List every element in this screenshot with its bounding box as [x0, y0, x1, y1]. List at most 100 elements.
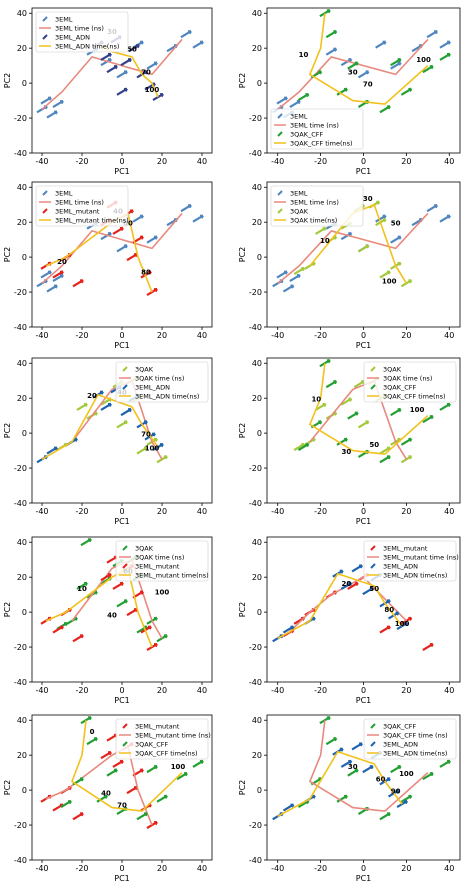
legend-marker — [370, 384, 376, 390]
time-annotation: 10 — [320, 237, 330, 245]
x-tick-label: 40 — [197, 507, 207, 516]
time-line — [41, 212, 183, 284]
arrow-point — [379, 812, 391, 821]
arrow-point — [80, 538, 92, 547]
arrow-point — [46, 110, 58, 119]
arrow-point — [390, 408, 402, 417]
time-line — [277, 750, 403, 818]
arrow-point — [375, 40, 387, 49]
arrow-point — [357, 70, 370, 79]
arrow-point — [362, 765, 374, 774]
y-tick-label: 20 — [252, 394, 262, 403]
arrow-point — [112, 581, 124, 590]
y-tick-label: 40 — [17, 716, 27, 725]
x-tick-label: 40 — [197, 686, 207, 695]
arrow-point — [289, 99, 301, 109]
y-tick-label: 0 — [257, 786, 262, 795]
x-tick-label: 0 — [119, 507, 124, 516]
arrow-point — [276, 96, 288, 105]
y-tick-label: -20 — [14, 464, 27, 473]
arrow-point — [439, 214, 451, 223]
y-tick-label: -20 — [249, 643, 262, 652]
time-annotation: 80 — [141, 269, 151, 277]
arrow-point — [390, 765, 402, 774]
legend-label: 3EML_mutant time(ns) — [55, 216, 129, 224]
legend-marker — [277, 131, 283, 137]
time-annotation: 20 — [341, 580, 351, 588]
arrow-point — [40, 270, 52, 279]
arrow-point — [297, 92, 310, 102]
arrow-point — [336, 794, 348, 803]
x-tick-label: 0 — [361, 864, 366, 873]
time-line — [308, 363, 429, 455]
legend-label: 3QAK time (ns) — [135, 374, 184, 382]
time-annotation: 50 — [127, 46, 137, 54]
arrow-point — [315, 402, 327, 411]
legend-label: 3EML_mutant — [383, 544, 428, 552]
x-tick-label: 40 — [444, 686, 454, 695]
panel: 0 40 70 100 -40 -20 0 20 40 -40 -20 0 20 40 PC1 PC2 3EML… — [3, 714, 213, 883]
arrow-point — [357, 244, 370, 253]
x-axis-label: PC1 — [114, 874, 130, 883]
arrow-point — [192, 759, 204, 768]
time-annotation: 100 — [145, 86, 160, 94]
arrow-point — [52, 273, 64, 283]
y-axis-label: PC2 — [3, 423, 12, 439]
time-annotation: 70 — [141, 68, 151, 76]
x-tick-label: 20 — [157, 686, 167, 695]
arrow-point — [100, 402, 112, 411]
y-tick-label: -20 — [14, 288, 27, 297]
arrow-point — [136, 446, 148, 455]
x-tick-label: -20 — [75, 157, 88, 166]
legend-label: 3EML_mutant time (ns) — [135, 731, 211, 739]
y-tick-label: -40 — [14, 499, 27, 508]
x-tick-label: 40 — [444, 864, 454, 873]
legend-label: 3QAK_CFF — [290, 130, 323, 138]
x-tick-label: 20 — [401, 157, 411, 166]
legend-label: 3QAK — [383, 365, 402, 373]
legend-label: 3EML_ADN time(ns) — [383, 571, 447, 579]
arrow-point — [116, 599, 128, 608]
y-tick-label: -40 — [14, 678, 27, 687]
arrow-point — [72, 812, 84, 821]
arrow-point — [282, 625, 295, 634]
legend-label: 3EML — [290, 189, 308, 197]
legend-label: 3QAK — [135, 544, 154, 552]
arrow-point — [72, 279, 84, 288]
legend-label: 3EML_mutant time(ns) — [135, 571, 209, 579]
legend-label: 3EML time (ns) — [55, 198, 104, 206]
arrow-point — [325, 47, 338, 56]
arrow-point — [357, 420, 370, 429]
x-tick-label: -40 — [271, 331, 284, 340]
legend-label: 3QAK_CFF time(ns) — [290, 139, 353, 147]
arrow-point — [132, 214, 144, 223]
legend-label: 3QAK_CFF time(ns) — [383, 392, 446, 400]
arrow-point — [180, 204, 192, 213]
legend-label: 3EML — [55, 189, 73, 197]
arrow-point — [282, 803, 295, 812]
time-annotation: 100 — [145, 445, 160, 453]
x-tick-label: -40 — [35, 157, 48, 166]
time-annotation: 60 — [376, 775, 386, 783]
arrow-point — [128, 44, 140, 53]
x-tick-label: 0 — [119, 686, 124, 695]
legend-marker — [42, 16, 48, 22]
arrow-point — [375, 214, 387, 223]
arrow-point — [439, 402, 451, 411]
x-axis-label: PC1 — [356, 517, 372, 526]
arrow-point — [40, 96, 52, 105]
y-tick-label: 0 — [257, 253, 262, 262]
legend-marker — [370, 366, 376, 372]
arrow-point — [146, 765, 158, 774]
arrow-point — [116, 70, 128, 79]
arrow-point — [336, 87, 348, 96]
x-axis-label: PC1 — [356, 874, 372, 883]
x-tick-label: 0 — [119, 864, 124, 873]
legend-label: 3EML time (ns) — [55, 24, 104, 32]
arrow-point — [347, 581, 359, 590]
time-annotation: 10 — [311, 396, 321, 404]
arrow-point — [156, 794, 168, 803]
time-line — [277, 572, 403, 640]
y-tick-label: 40 — [252, 716, 262, 725]
